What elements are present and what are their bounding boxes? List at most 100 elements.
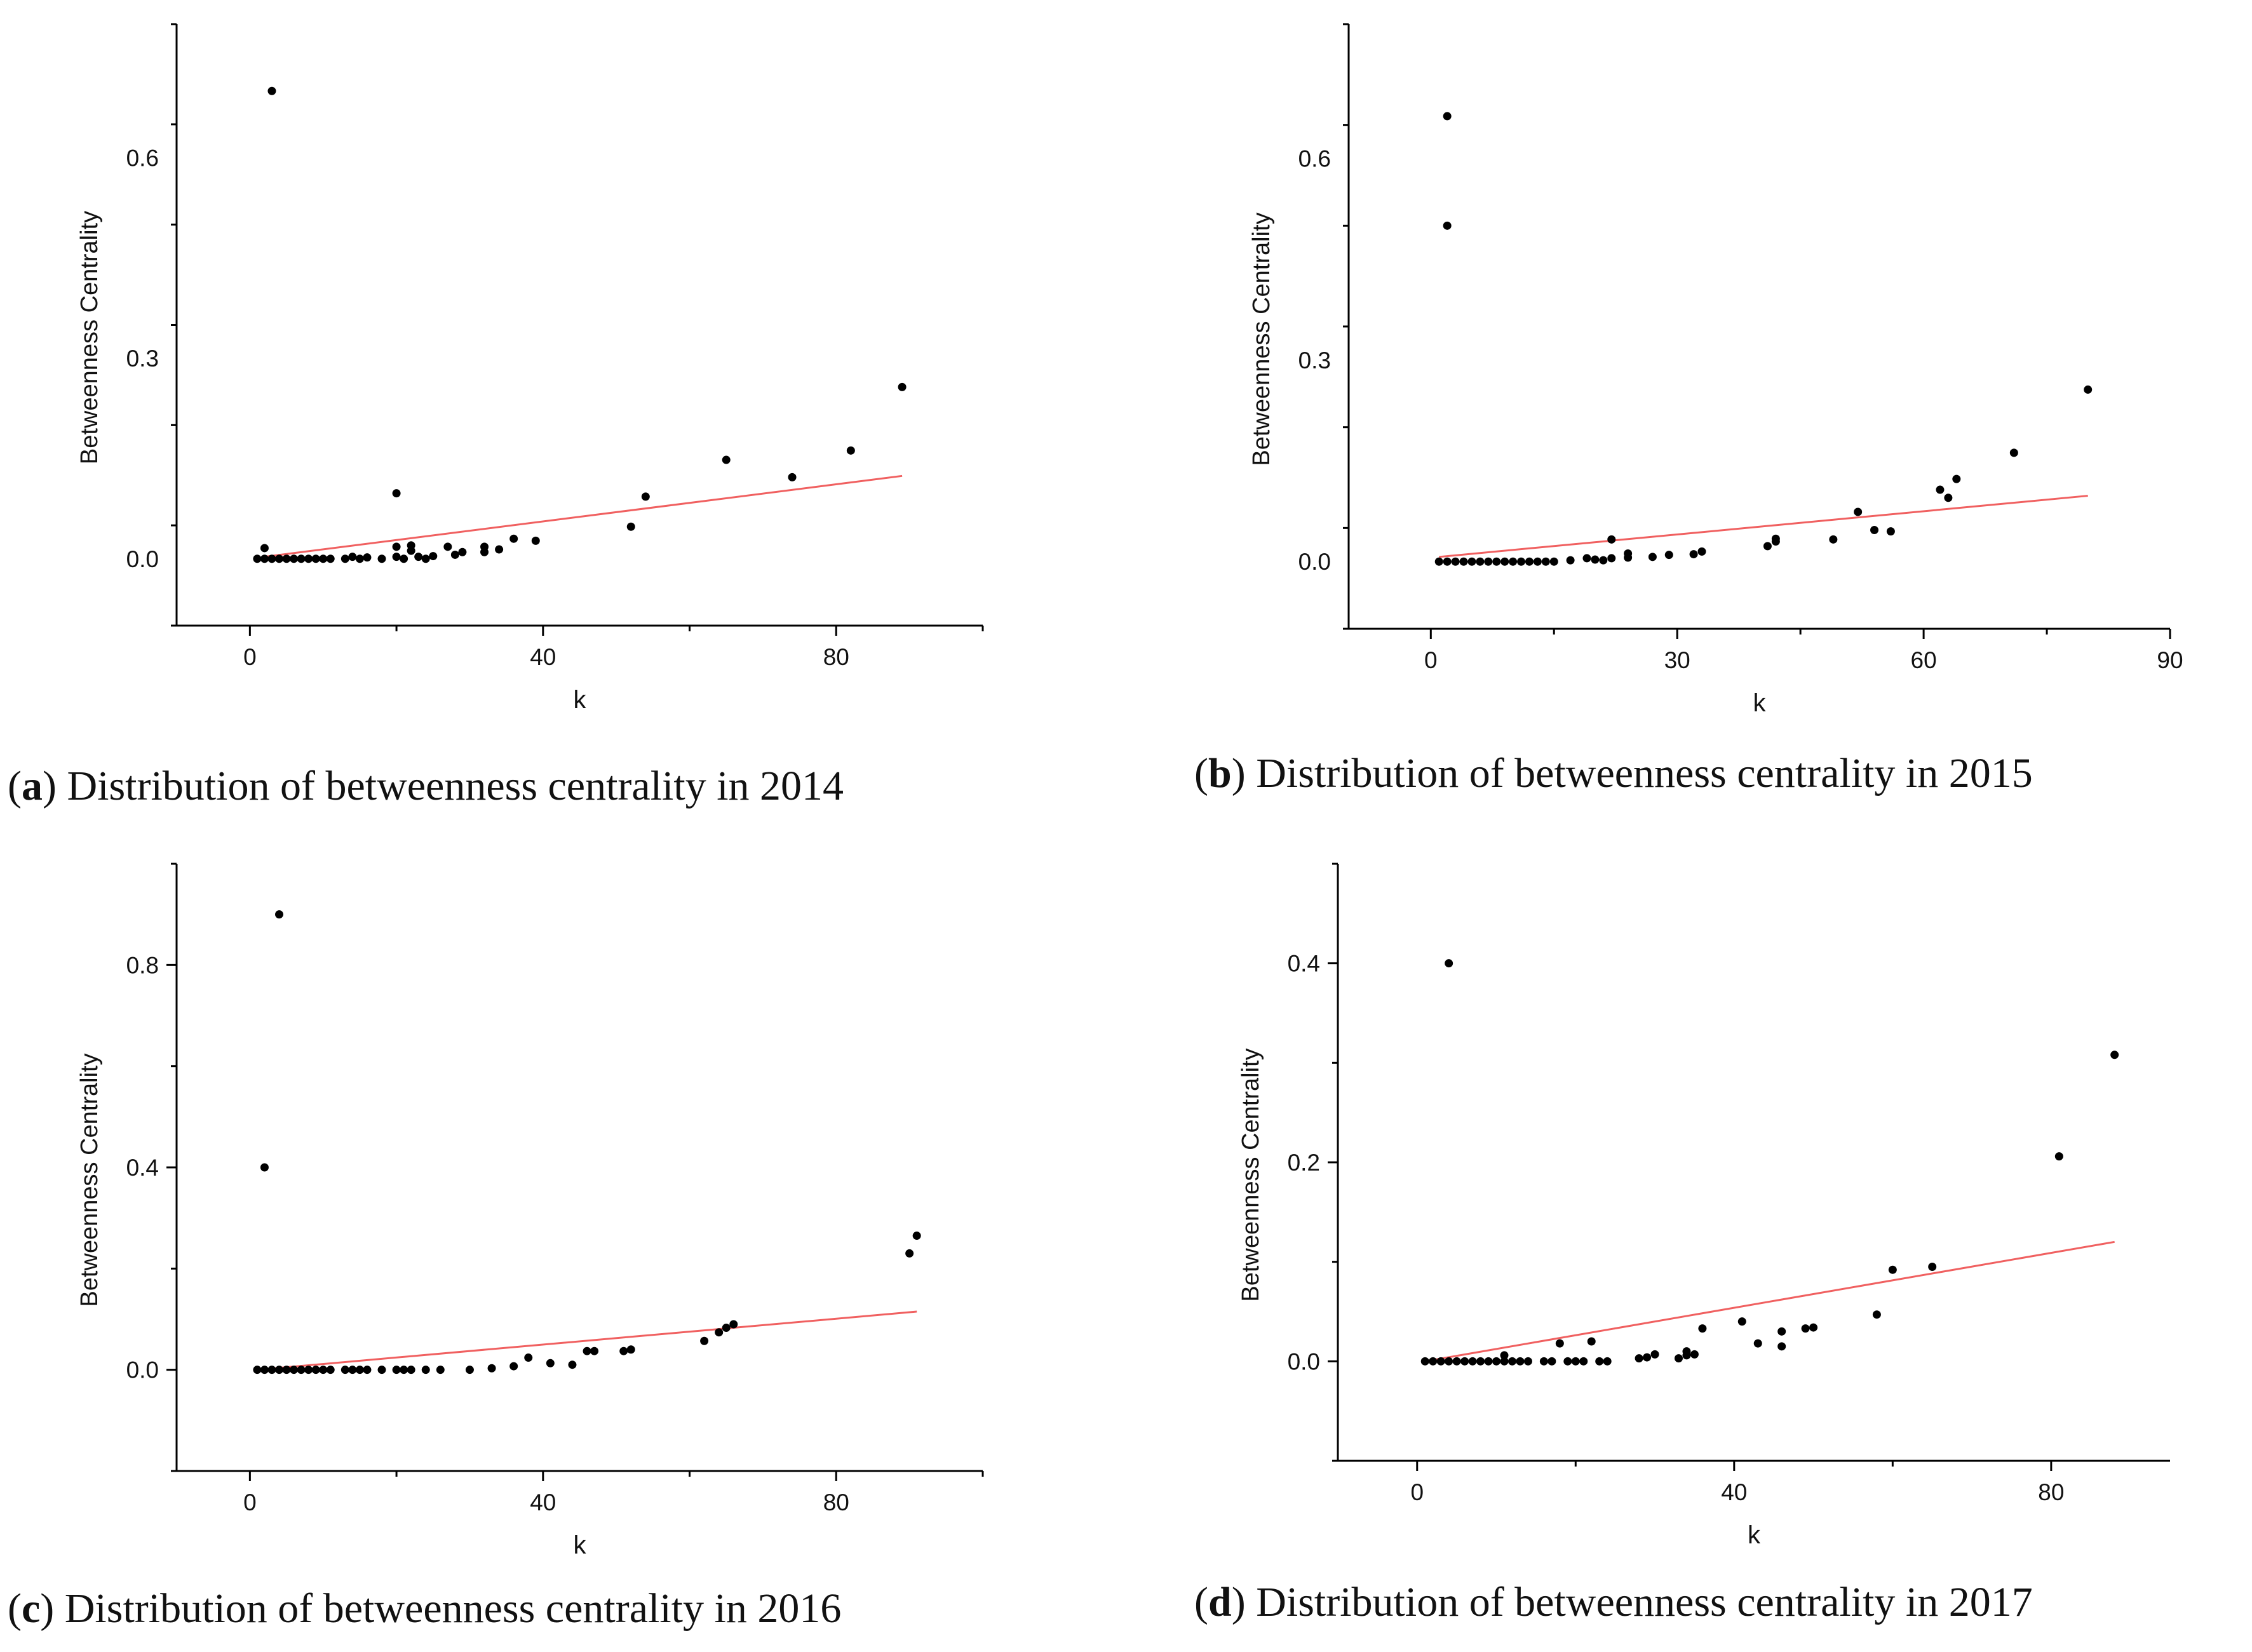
data-point — [1452, 1357, 1461, 1366]
data-point — [1870, 526, 1879, 535]
data-point — [509, 1362, 518, 1371]
data-point — [1517, 557, 1526, 566]
data-point — [1777, 1342, 1786, 1351]
data-point — [1509, 557, 1518, 566]
data-point — [1944, 494, 1953, 502]
data-point — [1500, 1357, 1509, 1366]
y-tick-label: 0.8 — [126, 952, 159, 978]
data-point — [253, 1366, 262, 1374]
y-tick-label: 0.6 — [1298, 146, 1331, 172]
x-tick-label: 80 — [2038, 1479, 2064, 1505]
data-point — [1533, 557, 1542, 566]
data-point — [1525, 557, 1534, 566]
y-tick-label: 0.0 — [126, 1357, 159, 1383]
data-point — [2009, 448, 2018, 457]
data-point — [1579, 1357, 1588, 1366]
data-point — [1429, 1357, 1438, 1366]
data-point — [1936, 485, 1945, 494]
data-point — [1445, 1357, 1453, 1366]
data-point — [1664, 551, 1673, 560]
data-point — [1500, 1351, 1509, 1360]
data-point — [1460, 1357, 1469, 1366]
y-tick-label: 0.6 — [126, 145, 159, 171]
x-tick-label: 0 — [243, 1489, 257, 1515]
data-point — [1854, 507, 1863, 516]
data-point — [729, 1320, 738, 1329]
x-tick-label: 40 — [1721, 1479, 1747, 1505]
data-point — [1516, 1357, 1525, 1366]
data-point — [1484, 1357, 1493, 1366]
data-point — [1476, 1357, 1485, 1366]
data-point — [377, 554, 386, 563]
data-point — [1872, 1310, 1881, 1319]
data-point — [436, 1366, 445, 1374]
data-point — [1928, 1263, 1937, 1271]
data-point — [363, 1366, 372, 1374]
data-point — [355, 1366, 364, 1374]
data-point — [267, 1366, 276, 1374]
data-point — [509, 534, 518, 543]
data-point — [1436, 1357, 1445, 1366]
data-point — [400, 1366, 408, 1374]
data-point — [1492, 557, 1501, 566]
data-point — [260, 554, 269, 563]
fit-line — [264, 474, 903, 558]
data-point — [2084, 385, 2093, 394]
data-point — [495, 545, 504, 554]
data-point — [340, 554, 349, 563]
data-point — [715, 1328, 724, 1337]
data-point — [1591, 555, 1600, 564]
data-point — [1697, 547, 1706, 556]
data-point — [1547, 1357, 1556, 1366]
data-point — [1476, 557, 1485, 566]
data-point — [1507, 1357, 1516, 1366]
data-point — [1643, 1353, 1652, 1362]
y-tick-label: 0.4 — [1288, 951, 1320, 977]
data-point — [465, 1366, 474, 1374]
x-tick-label: 80 — [823, 1489, 849, 1515]
data-point — [1563, 1357, 1572, 1366]
data-point — [524, 1353, 533, 1362]
y-axis-label: Betweenness Centrality — [1248, 212, 1275, 466]
y-tick-label: 0.0 — [1288, 1348, 1320, 1374]
data-point — [2054, 1152, 2063, 1161]
data-point — [1886, 527, 1895, 536]
data-point — [311, 554, 320, 563]
data-point — [1468, 1357, 1477, 1366]
data-point — [260, 544, 269, 553]
y-axis-label: Betweenness Centrality — [1237, 1048, 1264, 1301]
data-point — [1801, 1324, 1810, 1333]
data-point — [1523, 1357, 1532, 1366]
data-point — [421, 1366, 430, 1374]
fit-line — [1424, 1240, 2115, 1362]
data-point — [590, 1346, 599, 1355]
y-tick-label: 0.0 — [1298, 549, 1331, 575]
caption-b: (b) Distribution of betweenness centrali… — [1194, 750, 2033, 796]
x-axis-label: k — [574, 1531, 587, 1559]
data-point — [626, 1345, 635, 1354]
y-tick-label: 0.0 — [126, 546, 159, 572]
data-point — [1829, 535, 1838, 544]
data-point — [348, 1366, 357, 1374]
data-point — [1635, 1354, 1643, 1363]
data-point — [275, 1366, 284, 1374]
y-tick-label: 0.4 — [126, 1155, 159, 1181]
data-point — [1500, 557, 1509, 566]
data-point — [1763, 542, 1772, 551]
data-point — [1674, 1354, 1683, 1363]
data-point — [1492, 1357, 1501, 1366]
data-point — [421, 554, 430, 563]
panel-a: 0.0 0.3 0.6 0 40 80 k Betweenness Centrality — [76, 23, 984, 714]
data-point — [260, 1163, 269, 1172]
data-point — [568, 1360, 577, 1369]
data-point — [583, 1346, 591, 1355]
data-point — [1434, 557, 1443, 566]
data-point — [326, 1366, 335, 1374]
data-point — [392, 542, 401, 551]
data-point — [1555, 1339, 1564, 1348]
data-point — [626, 522, 635, 531]
data-point — [1459, 557, 1468, 566]
data-point — [1443, 557, 1452, 566]
data-point — [1549, 557, 1558, 566]
